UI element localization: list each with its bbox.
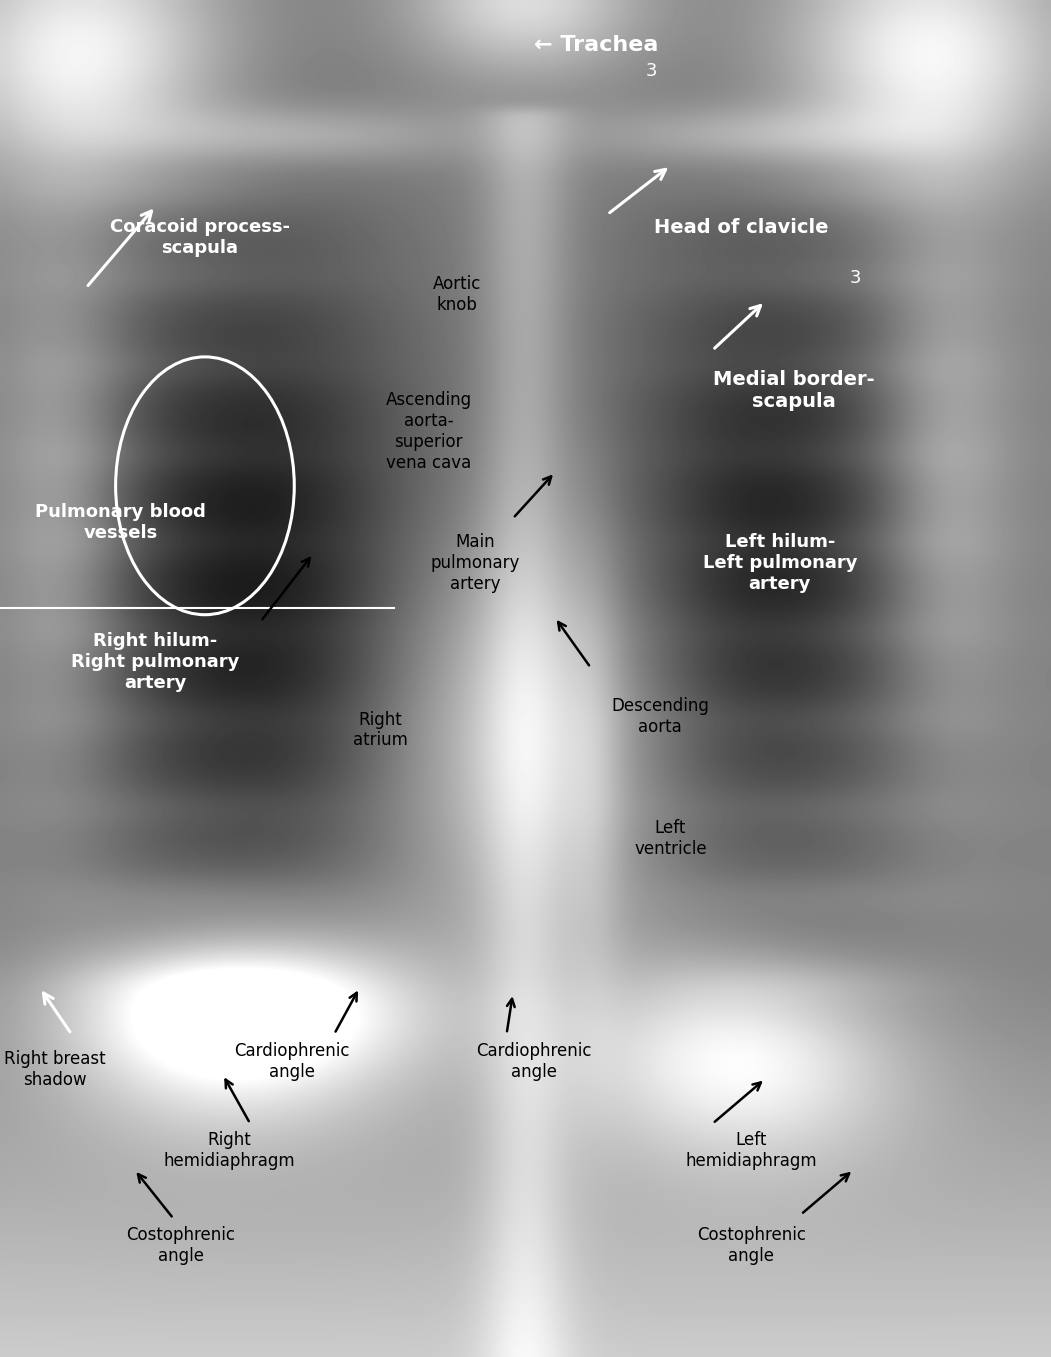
Text: Costophrenic
angle: Costophrenic angle: [697, 1227, 806, 1265]
Text: Left
hemidiaphragm: Left hemidiaphragm: [685, 1132, 818, 1170]
Text: Head of clavicle: Head of clavicle: [654, 218, 828, 237]
Text: Descending
aorta: Descending aorta: [611, 697, 709, 735]
Text: Pulmonary blood
vessels: Pulmonary blood vessels: [36, 503, 206, 541]
Text: Coracoid process-
scapula: Coracoid process- scapula: [109, 218, 290, 256]
Text: Aortic
knob: Aortic knob: [433, 275, 481, 313]
Text: 3: 3: [645, 61, 657, 80]
Text: 3: 3: [849, 269, 861, 288]
Text: Cardiophrenic
angle: Cardiophrenic angle: [234, 1042, 350, 1080]
Text: Right hilum-
Right pulmonary
artery: Right hilum- Right pulmonary artery: [71, 632, 240, 692]
Text: Main
pulmonary
artery: Main pulmonary artery: [430, 533, 520, 593]
Text: Medial border-
scapula: Medial border- scapula: [713, 370, 874, 411]
Text: Right
atrium: Right atrium: [353, 711, 408, 749]
Text: Cardiophrenic
angle: Cardiophrenic angle: [476, 1042, 592, 1080]
Text: Right
hemidiaphragm: Right hemidiaphragm: [163, 1132, 295, 1170]
Text: Left
ventricle: Left ventricle: [634, 820, 707, 858]
Text: Costophrenic
angle: Costophrenic angle: [126, 1227, 235, 1265]
Text: Ascending
aorta-
superior
vena cava: Ascending aorta- superior vena cava: [386, 391, 472, 472]
Text: ← Trachea: ← Trachea: [534, 35, 658, 54]
Text: Left hilum-
Left pulmonary
artery: Left hilum- Left pulmonary artery: [702, 533, 858, 593]
Text: Right breast
shadow: Right breast shadow: [4, 1050, 105, 1088]
